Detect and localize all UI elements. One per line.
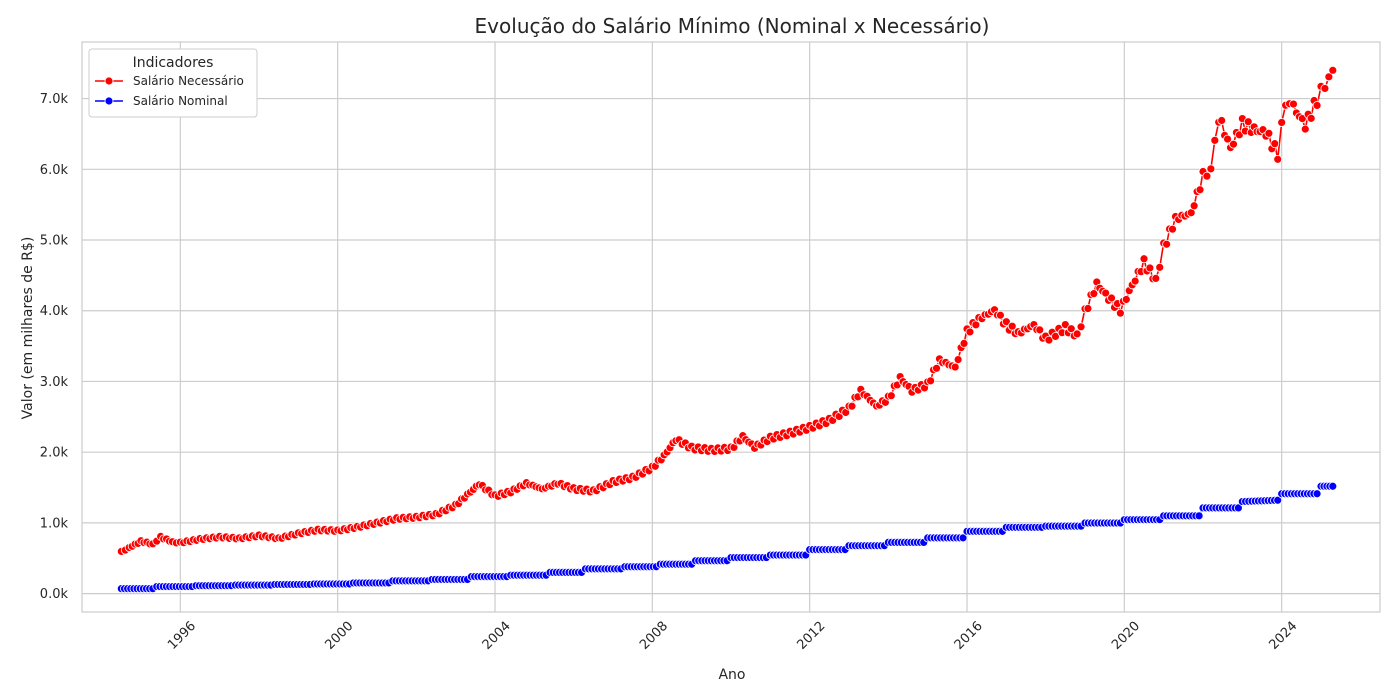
data-point-necessario: [1035, 325, 1045, 335]
data-point-necessario: [1328, 65, 1338, 75]
data-point-necessario: [1289, 99, 1298, 109]
y-axis-label: Valor (em milhares de R$): [20, 237, 36, 420]
data-point-necessario: [886, 391, 896, 401]
data-point-necessario: [1089, 289, 1099, 299]
x-tick-label: 2020: [1109, 619, 1143, 653]
legend-title: Indicadores: [133, 55, 214, 71]
data-point-necessario: [1273, 154, 1283, 164]
data-point-necessario: [1264, 128, 1274, 138]
x-tick-label: 2016: [952, 619, 986, 653]
x-tick-label: 2012: [794, 619, 828, 653]
data-point-necessario: [1007, 321, 1017, 331]
data-point-necessario: [1223, 134, 1232, 144]
y-tick-label: 1.0k: [40, 516, 69, 531]
series-layer: [116, 65, 1338, 594]
data-point-nominal: [1234, 503, 1243, 513]
chart-title: Evolução do Salário Mínimo (Nominal x Ne…: [475, 14, 990, 38]
x-tick-label: 2008: [637, 619, 671, 653]
data-point-necessario: [1300, 124, 1310, 134]
y-tick-label: 3.0k: [40, 375, 69, 390]
data-point-necessario: [1277, 118, 1287, 127]
data-point-necessario: [1001, 317, 1011, 327]
data-point-necessario: [1206, 164, 1216, 174]
data-point-necessario: [1072, 329, 1082, 339]
y-tick-label: 4.0k: [40, 304, 69, 319]
data-point-necessario: [1155, 262, 1165, 272]
series-nominal: [116, 481, 1338, 594]
data-point-nominal: [958, 533, 968, 543]
data-point-necessario: [1076, 322, 1086, 332]
data-point-necessario: [1324, 72, 1334, 82]
data-point-necessario: [1151, 273, 1161, 283]
legend: Indicadores Salário Necessário Salário N…: [88, 48, 258, 118]
y-tick-label: 5.0k: [40, 234, 69, 249]
legend-entry-necessario: Salário Necessário: [133, 74, 244, 88]
data-point-necessario: [959, 338, 969, 348]
legend-marker-necessario: [104, 76, 114, 86]
data-point-necessario: [1297, 114, 1307, 124]
legend-marker-nominal: [104, 96, 114, 106]
plot-background: [82, 42, 1380, 612]
data-point-necessario: [996, 310, 1005, 320]
data-point-necessario: [1168, 224, 1177, 234]
legend-box: [88, 48, 258, 118]
data-point-necessario: [950, 362, 960, 372]
x-tick-label: 2004: [480, 619, 514, 653]
data-point-necessario: [1306, 113, 1316, 123]
x-tick-label: 1996: [165, 619, 199, 653]
data-point-necessario: [1320, 84, 1330, 93]
data-point-necessario: [1044, 335, 1054, 345]
series-necessario: [116, 65, 1338, 556]
data-point-necessario: [1210, 135, 1220, 145]
data-point-necessario: [1116, 308, 1125, 318]
data-point-necessario: [1202, 171, 1212, 181]
data-point-necessario: [1270, 139, 1280, 149]
data-point-necessario: [1162, 239, 1172, 249]
data-point-necessario: [971, 320, 981, 330]
data-point-necessario: [1217, 116, 1227, 125]
data-point-nominal: [1328, 481, 1338, 491]
data-point-necessario: [1107, 293, 1116, 303]
data-point-necessario: [965, 327, 975, 337]
data-point-necessario: [1243, 117, 1253, 127]
data-point-necessario: [932, 363, 941, 373]
data-point-necessario: [1312, 101, 1322, 110]
y-tick-label: 2.0k: [40, 446, 69, 461]
data-point-nominal: [1312, 489, 1322, 499]
y-tick-label: 0.0k: [40, 587, 69, 602]
data-point-necessario: [1189, 201, 1199, 211]
data-point-necessario: [1101, 288, 1111, 298]
plot-frame: [81, 41, 1381, 613]
x-tick-label: 2000: [322, 619, 356, 653]
data-point-necessario: [926, 376, 936, 386]
legend-entry-nominal: Salário Nominal: [133, 94, 228, 108]
y-tick-label: 7.0k: [40, 92, 69, 107]
data-point-necessario: [1145, 263, 1155, 273]
data-point-necessario: [1229, 139, 1238, 149]
data-point-necessario: [1051, 332, 1060, 341]
data-point-necessario: [1130, 276, 1140, 286]
data-point-necessario: [1083, 304, 1093, 313]
data-point-nominal: [1273, 495, 1283, 505]
y-tick-label: 6.0k: [40, 163, 69, 178]
x-tick-label: 2024: [1266, 619, 1300, 653]
data-point-nominal: [1194, 511, 1204, 521]
x-axis-label: Ano: [718, 667, 745, 683]
data-point-necessario: [1121, 295, 1131, 304]
data-point-necessario: [847, 401, 857, 411]
data-point-necessario: [1060, 320, 1070, 329]
data-point-necessario: [1139, 254, 1149, 264]
data-point-necessario: [953, 355, 963, 364]
data-point-necessario: [1195, 185, 1205, 195]
